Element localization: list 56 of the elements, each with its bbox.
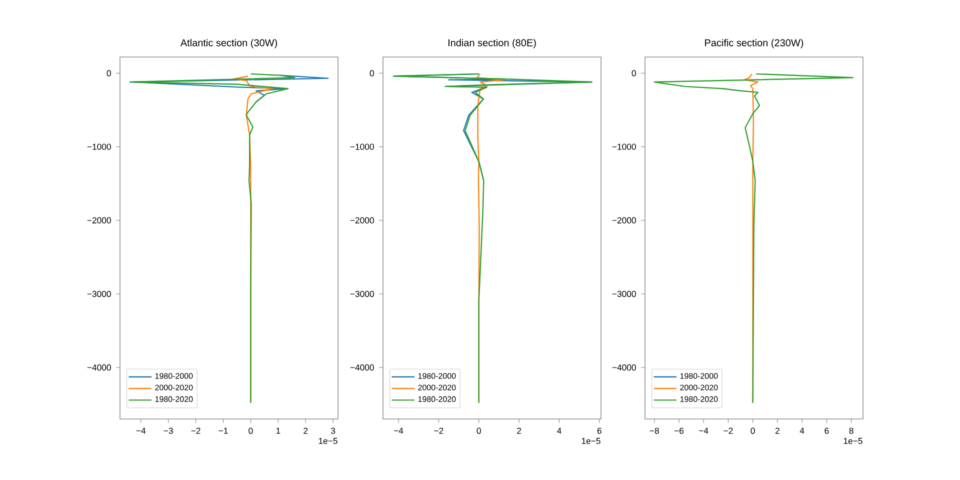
x-tick-label: 8 xyxy=(849,428,854,434)
text: 1e−5 xyxy=(318,438,338,444)
y-tick-label: −2000 xyxy=(87,217,111,224)
line-series xyxy=(129,73,296,404)
x-tick-label: 6 xyxy=(597,428,602,434)
x-tick-label: −2 xyxy=(724,428,733,434)
chart-title: Atlantic section (30W) xyxy=(180,38,278,48)
x-tick-label: 4 xyxy=(557,428,562,434)
x-tick-label: 3 xyxy=(331,428,336,434)
x-tick-label: 2 xyxy=(304,428,308,434)
y-tick-label: −1000 xyxy=(87,144,111,150)
y-tick-label: 0 xyxy=(106,70,111,76)
y-tick-label: 0 xyxy=(370,70,374,76)
legend-label: 1980-2000 xyxy=(418,373,456,379)
legend-label: 2000-2020 xyxy=(680,384,718,390)
x-tick-label: 6 xyxy=(824,428,829,434)
x-tick-label: 2 xyxy=(775,428,780,434)
legend-label: 1980-2000 xyxy=(680,373,718,379)
chart-title: Pacific section (230W) xyxy=(705,38,804,48)
x-tick-label: 4 xyxy=(800,428,804,434)
legend-label: 2000-2020 xyxy=(155,384,193,390)
y-tick-label: −3000 xyxy=(350,290,374,297)
line-series xyxy=(654,73,854,404)
legend-label: 1980-2020 xyxy=(680,396,718,402)
x-tick-label: −2 xyxy=(191,428,200,434)
x-tick-label: 0 xyxy=(476,428,481,434)
text: 1e−5 xyxy=(844,438,862,444)
x-tick-label: −6 xyxy=(674,428,684,434)
x-tick-label: 0 xyxy=(248,428,253,434)
x-tick-label: −3 xyxy=(164,428,173,434)
legend-label: 1980-2020 xyxy=(418,396,456,402)
y-tick-label: −3000 xyxy=(87,290,111,297)
chart-title: Indian section (80E) xyxy=(448,38,536,48)
x-tick-label: −8 xyxy=(650,428,659,434)
legend-label: 1980-2020 xyxy=(155,396,193,402)
y-tick-label: −2000 xyxy=(612,217,636,224)
y-tick-label: −4000 xyxy=(87,364,111,371)
x-tick-label: −4 xyxy=(394,428,404,434)
y-tick-label: 0 xyxy=(632,70,636,76)
x-tick-label: −1 xyxy=(218,428,228,434)
y-tick-label: −1000 xyxy=(350,144,374,150)
y-tick-label: −2000 xyxy=(350,217,374,224)
y-tick-label: −1000 xyxy=(612,144,636,150)
text: 1e−5 xyxy=(582,438,600,444)
x-tick-label: −2 xyxy=(434,428,444,434)
y-tick-label: −4000 xyxy=(612,364,636,371)
x-tick-label: 2 xyxy=(517,428,521,434)
x-tick-label: 0 xyxy=(750,428,755,434)
legend-label: 2000-2020 xyxy=(418,384,456,390)
line-series xyxy=(392,73,592,404)
legend-label: 1980-2000 xyxy=(155,373,193,379)
x-tick-label: −4 xyxy=(699,428,708,434)
y-tick-label: −4000 xyxy=(350,364,374,371)
x-tick-label: 1 xyxy=(276,428,280,434)
y-tick-label: −3000 xyxy=(612,290,636,297)
x-tick-label: −4 xyxy=(136,428,146,434)
